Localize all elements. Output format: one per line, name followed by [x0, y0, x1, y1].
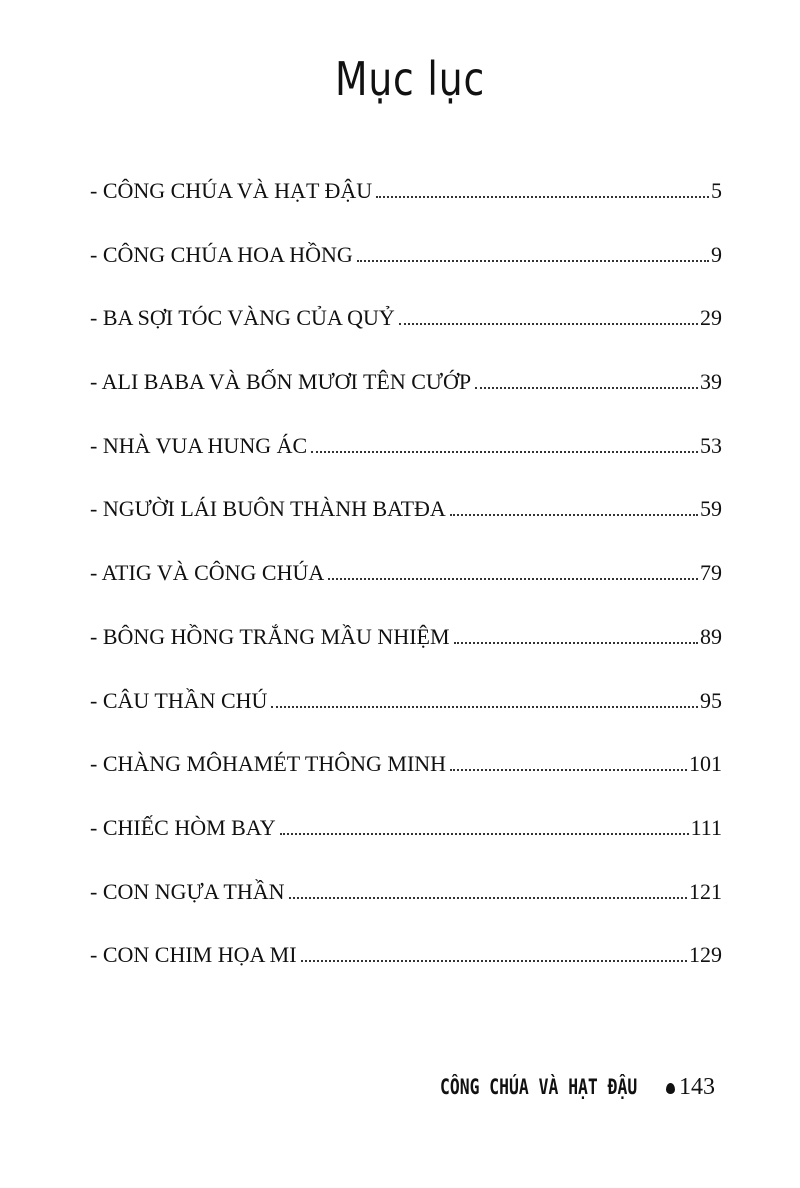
- dot-leader: [398, 323, 698, 326]
- dot-leader: [311, 450, 698, 453]
- toc-entry-title: - CON NGỰA THẦN: [90, 878, 285, 904]
- toc-entry-page: 121: [689, 878, 722, 904]
- running-title: CÔNG CHÚA VÀ HẠT ĐẬU: [440, 1075, 638, 1099]
- toc-entry-page: 89: [700, 623, 722, 649]
- toc-entry-page: 9: [711, 241, 722, 267]
- dot-leader: [288, 896, 687, 899]
- toc-entry[interactable]: - BA SỢI TÓC VÀNG CỦA QUỶ 29: [90, 305, 722, 369]
- toc-entry-title: - NGƯỜI LÁI BUÔN THÀNH BATĐA: [90, 496, 446, 522]
- toc-entry[interactable]: - NGƯỜI LÁI BUÔN THÀNH BATĐA 59: [90, 496, 722, 560]
- toc-entry[interactable]: - CON CHIM HỌA MI 129: [90, 942, 722, 1006]
- toc-entry-title: - CHIẾC HÒM BAY: [90, 814, 276, 840]
- toc-entry-page: 101: [689, 751, 722, 777]
- toc-entry-title: - CHÀNG MÔHAMÉT THÔNG MINH: [90, 751, 447, 777]
- toc-entry[interactable]: - CÔNG CHÚA VÀ HẠT ĐẬU 5: [90, 178, 722, 242]
- dot-leader: [450, 769, 687, 772]
- toc-entry-page: 53: [700, 432, 722, 458]
- dot-leader: [271, 705, 698, 708]
- toc-entry-page: 5: [711, 178, 722, 203]
- toc-entry-page: 39: [700, 369, 722, 395]
- toc-entry[interactable]: - CÂU THẦN CHÚ 95: [90, 688, 722, 752]
- toc-entry[interactable]: - NHÀ VUA HUNG ÁC 53: [90, 433, 722, 497]
- dot-leader: [449, 514, 698, 517]
- toc-entry-title: - CÂU THẦN CHÚ: [90, 687, 268, 713]
- page-footer: CÔNG CHÚA VÀ HẠT ĐẬU 143: [440, 1074, 715, 1101]
- toc-entry-page: 29: [700, 305, 722, 331]
- dot-leader: [279, 832, 689, 835]
- dot-leader: [376, 196, 709, 198]
- toc-entry[interactable]: - CHÀNG MÔHAMÉT THÔNG MINH 101: [90, 751, 722, 815]
- toc-entry-title: - CÔNG CHÚA HOA HỒNG: [90, 241, 353, 267]
- dot-leader: [475, 387, 698, 390]
- toc-entry-title: - BÔNG HỒNG TRẮNG MẦU NHIỆM: [90, 623, 450, 649]
- toc-entry-title: - ATIG VÀ CÔNG CHÚA: [90, 560, 325, 586]
- toc-entry-page: 129: [689, 942, 722, 968]
- toc-entry-title: - CÔNG CHÚA VÀ HẠT ĐẬU: [90, 178, 373, 203]
- toc-entry-page: 111: [690, 814, 722, 840]
- page-number: 143: [679, 1074, 715, 1100]
- toc-entry-page: 59: [700, 496, 722, 522]
- dot-leader: [300, 960, 687, 963]
- toc-entry[interactable]: - CON NGỰA THẦN 121: [90, 879, 722, 943]
- toc-entry-title: - CON CHIM HỌA MI: [90, 942, 297, 968]
- drop-icon: [666, 1083, 675, 1094]
- toc-entry-title: - BA SỢI TÓC VÀNG CỦA QUỶ: [90, 305, 395, 331]
- toc-entry[interactable]: - ALI BABA VÀ BỐN MƯƠI TÊN CƯỚP 39: [90, 369, 722, 433]
- toc-entry[interactable]: - BÔNG HỒNG TRẮNG MẦU NHIỆM 89: [90, 624, 722, 688]
- toc-entry[interactable]: - CHIẾC HÒM BAY 111: [90, 815, 722, 879]
- table-of-contents: - CÔNG CHÚA VÀ HẠT ĐẬU 5 - CÔNG CHÚA HOA H…: [90, 178, 722, 1006]
- dot-leader: [356, 259, 709, 262]
- page-title: Mục lục: [334, 52, 486, 106]
- toc-entry[interactable]: - CÔNG CHÚA HOA HỒNG 9: [90, 242, 722, 306]
- toc-entry-title: - ALI BABA VÀ BỐN MƯƠI TÊN CƯỚP: [90, 369, 472, 395]
- toc-entry-page: 79: [700, 560, 722, 586]
- toc-entry-page: 95: [700, 687, 722, 713]
- toc-entry-title: - NHÀ VUA HUNG ÁC: [90, 432, 308, 458]
- toc-entry[interactable]: - ATIG VÀ CÔNG CHÚA 79: [90, 560, 722, 624]
- dot-leader: [453, 641, 698, 644]
- dot-leader: [328, 578, 698, 581]
